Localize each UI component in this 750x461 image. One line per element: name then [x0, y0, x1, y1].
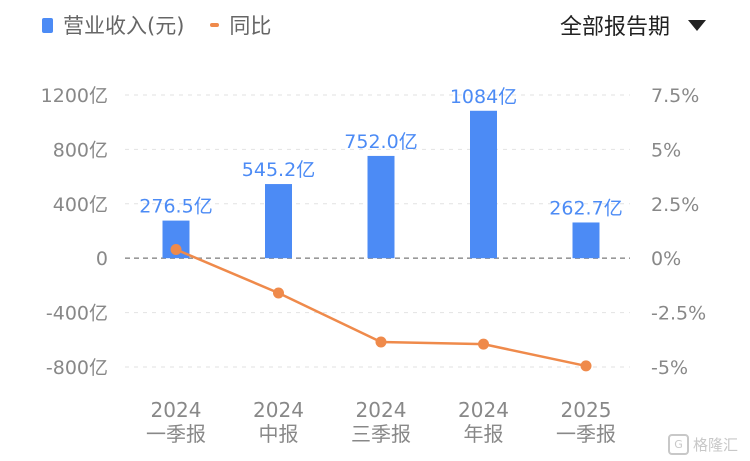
bar-swatch-icon — [42, 17, 53, 33]
line-point-yoy — [170, 243, 182, 255]
left-tick-label: 1200亿 — [41, 85, 108, 107]
watermark: G 格隆汇 — [667, 434, 738, 455]
line-point-yoy — [375, 336, 387, 348]
left-tick-label: 400亿 — [53, 194, 108, 216]
right-tick-label: 5% — [651, 139, 681, 161]
bar-revenue — [572, 222, 600, 259]
x-tick-label-period: 一季报 — [146, 422, 206, 446]
bar-data-label: 752.0亿 — [344, 131, 417, 153]
right-tick-label: 2.5% — [651, 194, 699, 216]
bar-data-label: 545.2亿 — [242, 159, 315, 181]
gelonghui-logo-icon: G — [667, 434, 689, 455]
legend-label-revenue: 营业收入(元) — [63, 14, 185, 38]
right-tick-label: -5% — [651, 357, 688, 379]
left-tick-label: 0 — [96, 248, 108, 270]
x-tick-label-period: 三季报 — [351, 422, 411, 446]
bar-revenue — [367, 155, 395, 259]
x-tick-label-year: 2025 — [561, 398, 612, 422]
legend-item-yoy[interactable]: 同比 — [210, 10, 271, 40]
left-tick-label: -400亿 — [46, 303, 108, 325]
bar-data-label: 262.7亿 — [549, 197, 622, 219]
x-tick-label-period: 中报 — [259, 422, 299, 446]
x-tick-label-year: 2024 — [356, 398, 407, 422]
x-tick-label-period: 一季报 — [556, 422, 616, 446]
right-tick-label: -2.5% — [651, 303, 706, 325]
line-point-yoy — [273, 287, 284, 299]
bar-data-label: 1084亿 — [450, 86, 517, 108]
left-tick-label: 800亿 — [53, 139, 108, 161]
period-selector[interactable]: 全部报告期 — [560, 9, 706, 41]
right-tick-label: 7.5% — [651, 85, 699, 107]
x-tick-label-year: 2024 — [151, 398, 202, 422]
bar-revenue — [265, 184, 292, 259]
period-selector-label: 全部报告期 — [559, 15, 670, 40]
caret-down-icon — [688, 19, 706, 31]
bar-revenue — [470, 110, 497, 259]
legend-item-revenue[interactable]: 营业收入(元) — [42, 10, 184, 40]
x-tick-label-year: 2024 — [253, 398, 304, 422]
line-swatch-icon — [210, 23, 220, 27]
line-point-yoy — [478, 338, 489, 350]
right-tick-label: 0% — [651, 248, 681, 270]
watermark-text: 格隆汇 — [692, 436, 738, 454]
left-tick-label: -800亿 — [46, 357, 108, 379]
x-tick-label-period: 年报 — [464, 422, 504, 446]
x-tick-label-year: 2024 — [458, 398, 509, 422]
series-line-yoy — [175, 248, 587, 368]
line-point-yoy — [580, 360, 592, 372]
legend-label-yoy: 同比 — [229, 14, 272, 38]
chart-legend: 营业收入(元) 同比 — [42, 10, 271, 40]
bar-data-label: 276.5亿 — [139, 196, 212, 218]
